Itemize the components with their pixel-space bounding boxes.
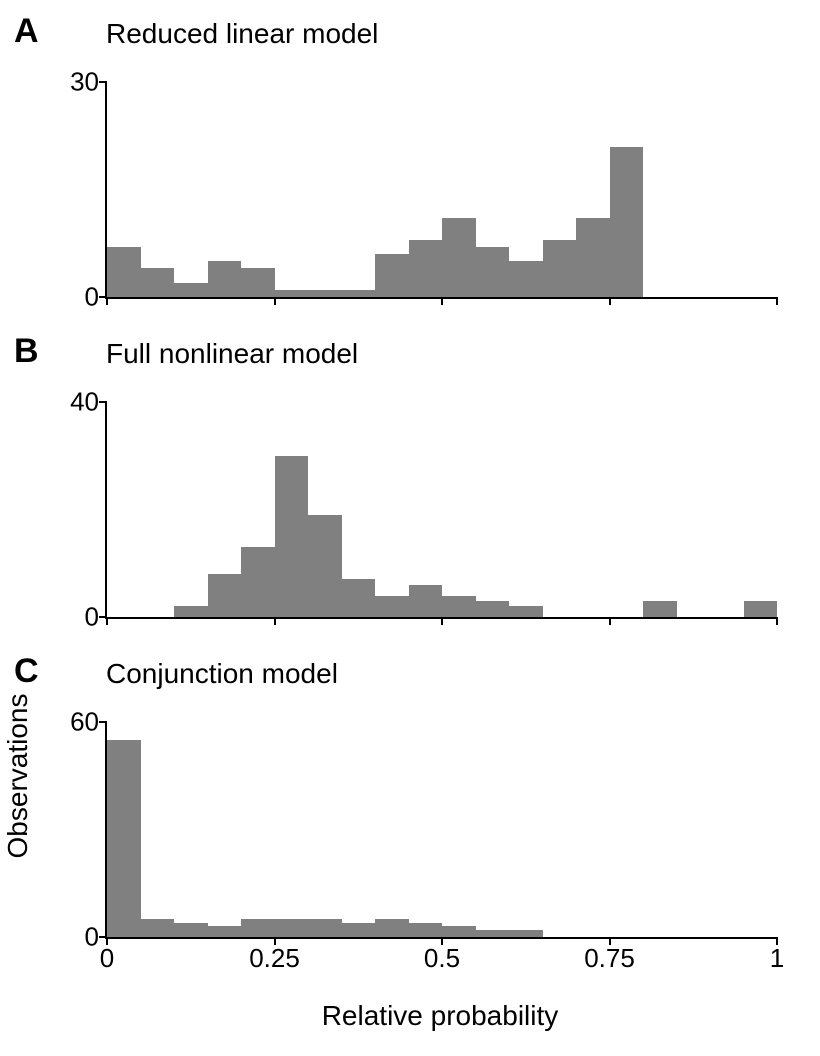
histogram-bar <box>375 919 409 937</box>
panel-a: A Reduced linear model 030 <box>0 10 820 340</box>
histogram-bar <box>241 547 275 617</box>
histogram-bar <box>208 261 242 297</box>
ytick-label: 40 <box>70 387 107 418</box>
histogram-bar <box>509 606 543 617</box>
panel-c: C Conjunction model 06000.250.50.751 <box>0 650 820 980</box>
histogram-bar <box>308 919 342 937</box>
histogram-bar <box>442 596 476 618</box>
xtick-mark <box>441 297 443 305</box>
panel-a-plot: 030 <box>105 82 777 299</box>
histogram-bar <box>409 585 443 617</box>
histogram-bar <box>107 247 141 297</box>
histogram-bar <box>141 919 175 937</box>
ytick-label: 60 <box>70 707 107 738</box>
histogram-bar <box>275 290 309 297</box>
xtick-mark <box>106 297 108 305</box>
xtick-mark <box>441 617 443 625</box>
histogram-bar <box>174 923 208 937</box>
xtick-mark <box>106 617 108 625</box>
histogram-bar <box>744 601 778 617</box>
histogram-bar <box>342 290 376 297</box>
ytick-label: 0 <box>85 282 107 313</box>
histogram-bar <box>643 601 677 617</box>
xtick-mark <box>274 297 276 305</box>
histogram-bar <box>409 240 443 297</box>
xtick-mark <box>776 617 778 625</box>
xtick-label: 0 <box>100 937 114 974</box>
histogram-bar <box>375 254 409 297</box>
histogram-bar <box>275 919 309 937</box>
xtick-label: 0.75 <box>584 937 635 974</box>
histogram-bar <box>610 147 644 298</box>
ytick-label: 30 <box>70 67 107 98</box>
xtick-label: 1 <box>770 937 784 974</box>
panel-b-title: Full nonlinear model <box>106 338 358 370</box>
x-axis-label: Relative probability <box>105 1000 775 1032</box>
panel-b-plot: 040 <box>105 402 777 619</box>
ytick-label: 0 <box>85 602 107 633</box>
figure-root: A Reduced linear model 030 B Full nonlin… <box>0 0 820 1056</box>
histogram-bar <box>241 919 275 937</box>
xtick-label: 0.25 <box>249 937 300 974</box>
xtick-mark <box>609 617 611 625</box>
panel-a-title: Reduced linear model <box>106 18 378 50</box>
xtick-mark <box>274 617 276 625</box>
histogram-bar <box>476 930 510 937</box>
histogram-bar <box>174 283 208 297</box>
histogram-bar <box>308 290 342 297</box>
panel-c-plot: 06000.250.50.751 <box>105 722 777 939</box>
histogram-bar <box>409 923 443 937</box>
xtick-label: 0.5 <box>424 937 460 974</box>
xtick-mark <box>776 297 778 305</box>
panel-c-title: Conjunction model <box>106 658 338 690</box>
panel-a-label: A <box>14 12 39 51</box>
histogram-bar <box>442 218 476 297</box>
histogram-bar <box>342 579 376 617</box>
histogram-bar <box>107 740 141 937</box>
xtick-mark <box>609 297 611 305</box>
panel-b: B Full nonlinear model 040 <box>0 330 820 660</box>
histogram-bar <box>375 596 409 618</box>
histogram-bar <box>241 268 275 297</box>
histogram-bar <box>275 456 309 617</box>
histogram-bar <box>308 515 342 617</box>
histogram-bar <box>576 218 610 297</box>
y-axis-label: Observations <box>2 676 34 876</box>
histogram-bar <box>208 926 242 937</box>
histogram-bar <box>476 601 510 617</box>
histogram-bar <box>208 574 242 617</box>
histogram-bar <box>509 930 543 937</box>
histogram-bar <box>141 268 175 297</box>
histogram-bar <box>509 261 543 297</box>
histogram-bar <box>543 240 577 297</box>
histogram-bar <box>342 923 376 937</box>
panel-b-label: B <box>14 332 39 371</box>
histogram-bar <box>174 606 208 617</box>
histogram-bar <box>476 247 510 297</box>
histogram-bar <box>442 926 476 937</box>
